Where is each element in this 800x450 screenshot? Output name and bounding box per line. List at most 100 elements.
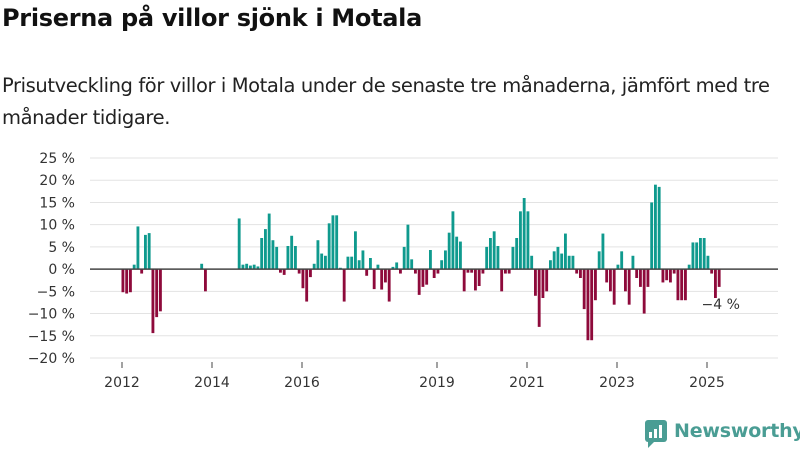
x-tick-label: 2021 xyxy=(509,375,545,391)
bar xyxy=(466,269,470,273)
bar xyxy=(417,269,421,295)
bar xyxy=(672,269,676,274)
bar xyxy=(575,269,579,274)
bar xyxy=(384,269,387,283)
bar xyxy=(387,269,391,302)
bar xyxy=(252,264,256,270)
bars xyxy=(121,184,721,341)
bar xyxy=(597,251,601,270)
bar xyxy=(609,269,612,292)
bar xyxy=(477,269,481,286)
bar xyxy=(507,269,511,274)
y-tick-label: −10 % xyxy=(28,307,75,323)
y-axis-ticks: 25 % 20 % 15 % 10 % 5 % 0 % −5 % −10 % −15 % −20 … xyxy=(28,151,75,367)
bar xyxy=(474,269,477,291)
bar xyxy=(526,211,530,270)
bar xyxy=(376,264,380,270)
bar xyxy=(549,260,552,270)
bar xyxy=(489,238,492,270)
bar xyxy=(717,269,721,287)
bar xyxy=(669,269,672,283)
bar xyxy=(590,269,594,341)
x-tick-label: 2025 xyxy=(689,375,725,391)
bar xyxy=(657,186,661,270)
bar xyxy=(335,215,339,270)
bar xyxy=(429,250,432,270)
bar xyxy=(650,202,654,270)
bar xyxy=(305,269,309,302)
bar xyxy=(695,242,699,270)
bar xyxy=(346,256,350,270)
bar xyxy=(496,246,500,270)
bar xyxy=(616,264,620,270)
bar xyxy=(237,218,241,270)
bar xyxy=(462,269,466,292)
y-tick-label: −5 % xyxy=(37,284,75,300)
bar xyxy=(200,263,204,270)
bar xyxy=(485,246,489,270)
bar xyxy=(144,234,147,270)
x-tick-label: 2023 xyxy=(599,375,635,391)
bar xyxy=(481,269,485,274)
bar xyxy=(612,269,616,305)
bar xyxy=(639,269,642,287)
bar xyxy=(601,233,605,270)
bar xyxy=(519,211,522,270)
bar xyxy=(594,269,597,301)
bar xyxy=(552,251,556,270)
y-tick-label: 25 % xyxy=(39,151,75,167)
bar xyxy=(275,246,279,270)
bar xyxy=(560,253,564,270)
y-tick-label: 15 % xyxy=(39,195,75,211)
bar xyxy=(534,269,537,296)
y-tick-label: 0 % xyxy=(48,262,75,278)
bar xyxy=(451,211,455,270)
bar xyxy=(676,269,680,301)
bar xyxy=(661,269,665,283)
bar xyxy=(530,255,534,270)
bar xyxy=(331,215,335,270)
bar xyxy=(522,198,526,270)
bar xyxy=(129,269,132,293)
bar xyxy=(459,241,462,270)
bar xyxy=(492,231,496,270)
newsworthy-logo: Newsworthy xyxy=(645,420,800,448)
bar xyxy=(564,233,567,270)
bar xyxy=(440,260,444,270)
bar xyxy=(402,246,406,270)
bar xyxy=(571,255,575,270)
bar xyxy=(155,269,159,318)
bar xyxy=(312,263,316,270)
bar xyxy=(320,253,324,270)
bar xyxy=(279,269,282,273)
bar xyxy=(684,269,687,301)
x-tick-label: 2012 xyxy=(104,375,140,391)
bar xyxy=(635,269,639,278)
chart-subtitle: Prisutveckling för villor i Motala under… xyxy=(2,74,770,129)
bar xyxy=(447,232,451,270)
bar xyxy=(579,269,582,278)
bar xyxy=(316,240,320,270)
bar xyxy=(537,269,541,327)
bar xyxy=(582,269,586,310)
bar xyxy=(391,266,395,270)
x-tick-label: 2016 xyxy=(284,375,320,391)
bar xyxy=(350,256,354,270)
bar xyxy=(286,246,290,270)
y-tick-label: 5 % xyxy=(48,240,75,256)
bar xyxy=(327,223,331,270)
bar xyxy=(631,255,635,270)
bar xyxy=(380,269,384,290)
bar xyxy=(665,269,669,281)
last-value-annotation: −4 % xyxy=(702,297,740,313)
bar xyxy=(309,269,312,278)
bar xyxy=(372,269,376,290)
bar xyxy=(699,238,702,270)
bar xyxy=(147,233,151,270)
bar xyxy=(365,269,369,276)
bar xyxy=(654,184,657,270)
bar xyxy=(444,250,447,270)
bar xyxy=(642,269,646,314)
bar xyxy=(680,269,684,301)
